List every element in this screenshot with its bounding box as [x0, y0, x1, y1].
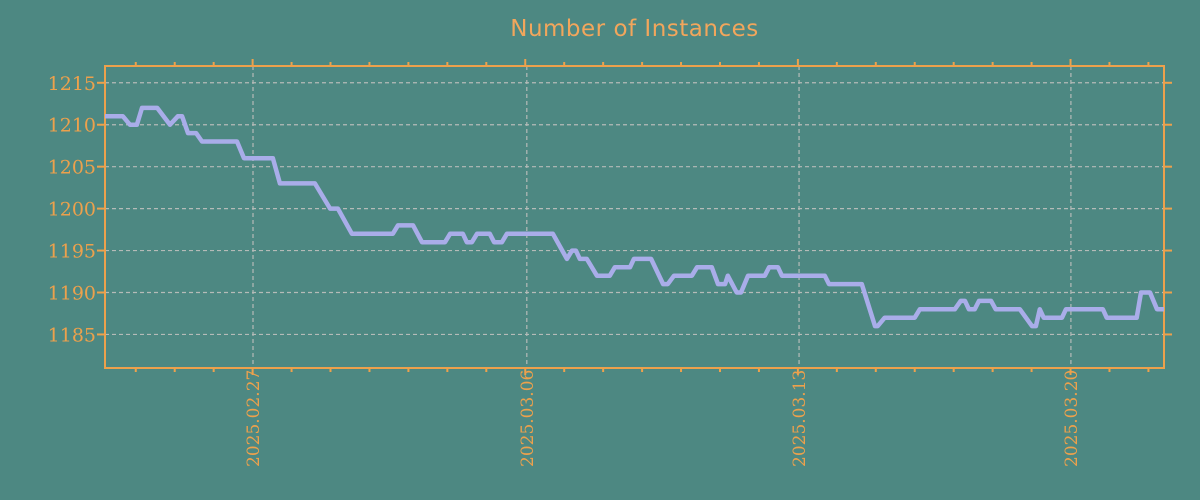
- y-gridlines: [97, 81, 1172, 336]
- y-tick-label: 1215: [48, 73, 96, 95]
- y-tick-label: 1185: [48, 324, 96, 346]
- x-tick-label: 2025.03.13: [790, 370, 810, 467]
- y-tick-label: 1210: [48, 115, 96, 137]
- x-gridlines: [134, 59, 1150, 375]
- y-tick-label: 1205: [48, 157, 96, 179]
- y-tick-label: 1200: [48, 199, 96, 221]
- series-line: [105, 105, 1164, 329]
- axis-frame: [104, 65, 1165, 369]
- y-tick-label: 1190: [48, 283, 96, 305]
- x-tick-label: 2025.03.20: [1062, 370, 1082, 467]
- x-tick-labels: 2025.02.27 2025.03.06 2025.03.13 2025.03.20: [244, 370, 1082, 467]
- x-tick-label: 2025.03.06: [518, 370, 538, 467]
- x-tick-label: 2025.02.27: [244, 370, 264, 467]
- chart-title: Number of Instances: [510, 16, 759, 42]
- y-tick-label: 1195: [48, 241, 96, 263]
- y-tick-labels: 1185 1190 1195 1200 1205 1210 1215: [48, 73, 96, 347]
